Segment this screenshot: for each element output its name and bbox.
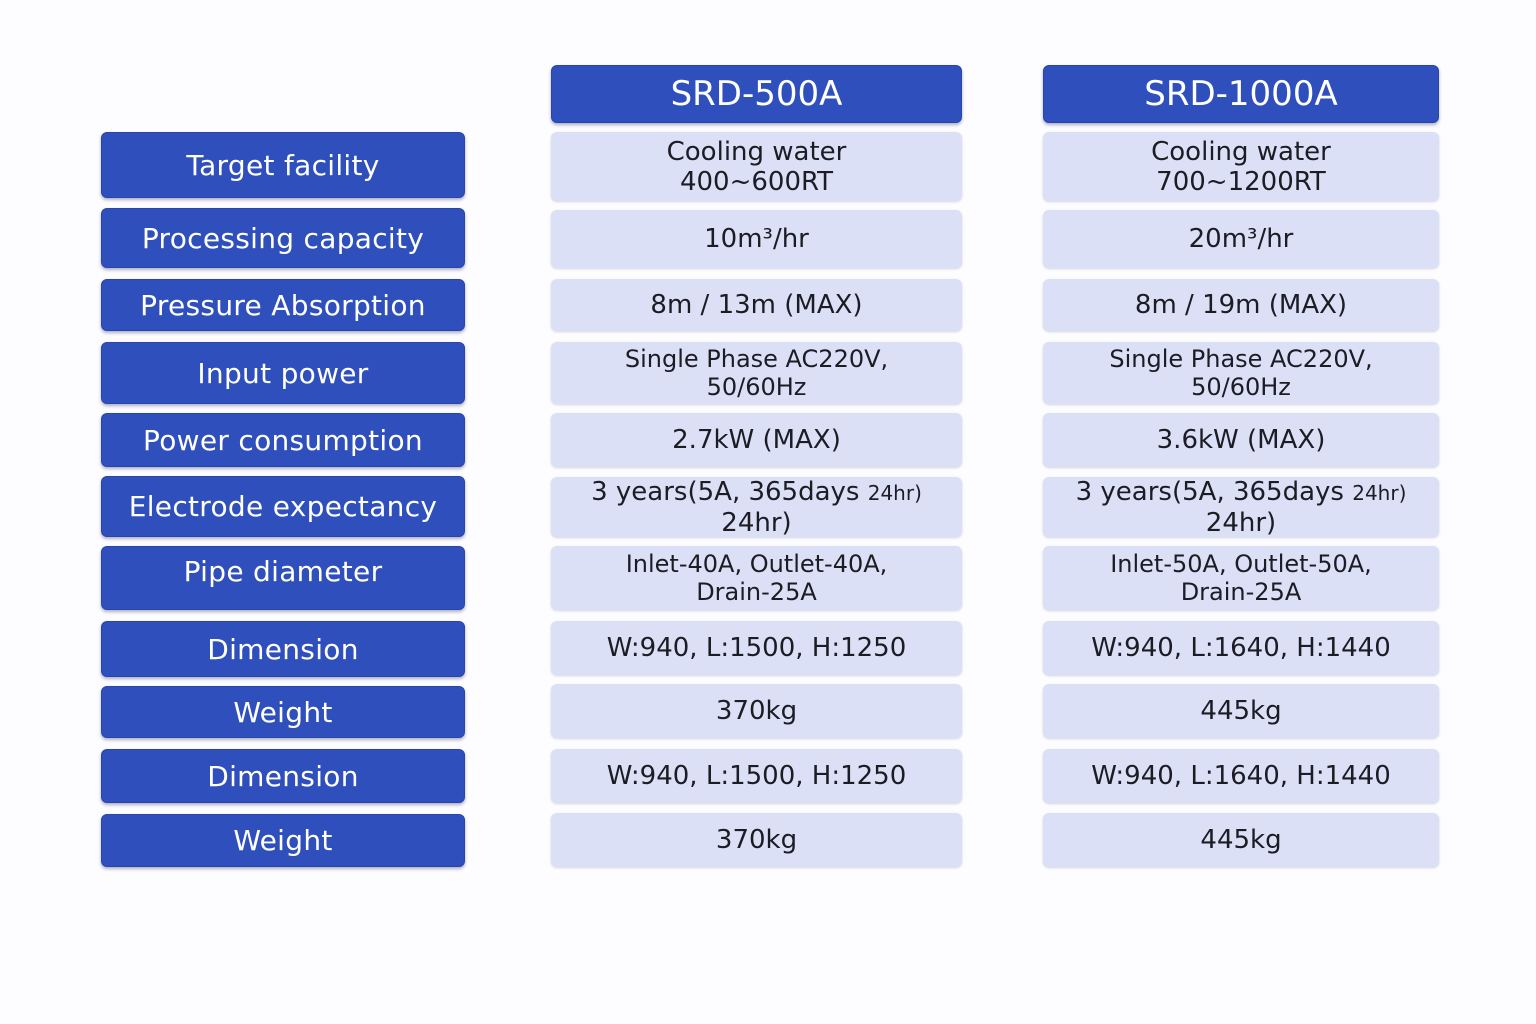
- row-label-processing-capacity: Processing capacity: [101, 208, 465, 268]
- electrode-main-text: 3 years(5A, 365days: [591, 476, 860, 507]
- value-pipe-diameter-srd-500a: Inlet-40A, Outlet-40A, Drain-25A: [551, 546, 962, 610]
- value-weight-srd-1000a: 445kg: [1043, 684, 1439, 738]
- value-electrode-expectancy-srd-1000a: 3 years(5A, 365days 24hr) 24hr): [1043, 477, 1439, 538]
- electrode-line-2: 24hr): [1205, 507, 1277, 538]
- value-input-power-srd-1000a: Single Phase AC220V, 50/60Hz: [1043, 342, 1439, 404]
- value-weight-srd-500a: 370kg: [551, 684, 962, 738]
- value-dimension-srd-500a: W:940, L:1500, H:1250: [551, 621, 962, 675]
- row-label-pressure-absorption: Pressure Absorption: [101, 279, 465, 331]
- value-dimension-2-srd-1000a: W:940, L:1640, H:1440: [1043, 749, 1439, 803]
- value-pipe-diameter-srd-1000a: Inlet-50A, Outlet-50A, Drain-25A: [1043, 546, 1439, 610]
- row-label-power-consumption: Power consumption: [101, 413, 465, 467]
- value-processing-capacity-srd-500a: 10m³/hr: [551, 210, 962, 268]
- electrode-small-text: 24hr): [867, 480, 922, 505]
- value-dimension-srd-1000a: W:940, L:1640, H:1440: [1043, 621, 1439, 675]
- value-weight-2-srd-500a: 370kg: [551, 813, 962, 867]
- value-input-power-srd-500a: Single Phase AC220V, 50/60Hz: [551, 342, 962, 404]
- electrode-small-text: 24hr): [1352, 480, 1407, 505]
- model-header-srd-1000a: SRD-1000A: [1043, 65, 1439, 123]
- value-target-facility-srd-500a: Cooling water 400~600RT: [551, 132, 962, 201]
- electrode-main-text: 3 years(5A, 365days: [1075, 476, 1344, 507]
- value-pressure-absorption-srd-500a: 8m / 13m (MAX): [551, 279, 962, 331]
- value-power-consumption-srd-1000a: 3.6kW (MAX): [1043, 413, 1439, 467]
- electrode-line-2: 24hr): [721, 507, 792, 538]
- electrode-line-1: 3 years(5A, 365days 24hr): [1076, 477, 1407, 508]
- row-label-weight-2: Weight: [101, 814, 465, 867]
- value-weight-2-srd-1000a: 445kg: [1043, 813, 1439, 867]
- value-electrode-expectancy-srd-500a: 3 years(5A, 365days 24hr) 24hr): [551, 477, 962, 538]
- model-header-srd-500a: SRD-500A: [551, 65, 962, 123]
- row-label-pipe-diameter: Pipe diameter: [101, 546, 465, 610]
- row-label-target-facility: Target facility: [101, 132, 465, 198]
- row-label-dimension: Dimension: [101, 621, 465, 677]
- value-processing-capacity-srd-1000a: 20m³/hr: [1043, 210, 1439, 268]
- row-label-weight: Weight: [101, 686, 465, 738]
- value-target-facility-srd-1000a: Cooling water 700~1200RT: [1043, 132, 1439, 201]
- row-label-electrode-expectancy: Electrode expectancy: [101, 476, 465, 537]
- value-dimension-2-srd-500a: W:940, L:1500, H:1250: [551, 749, 962, 803]
- value-pressure-absorption-srd-1000a: 8m / 19m (MAX): [1043, 279, 1439, 331]
- electrode-line-1: 3 years(5A, 365days 24hr): [591, 477, 922, 508]
- row-label-input-power: Input power: [101, 342, 465, 404]
- value-power-consumption-srd-500a: 2.7kW (MAX): [551, 413, 962, 467]
- row-label-dimension-2: Dimension: [101, 749, 465, 803]
